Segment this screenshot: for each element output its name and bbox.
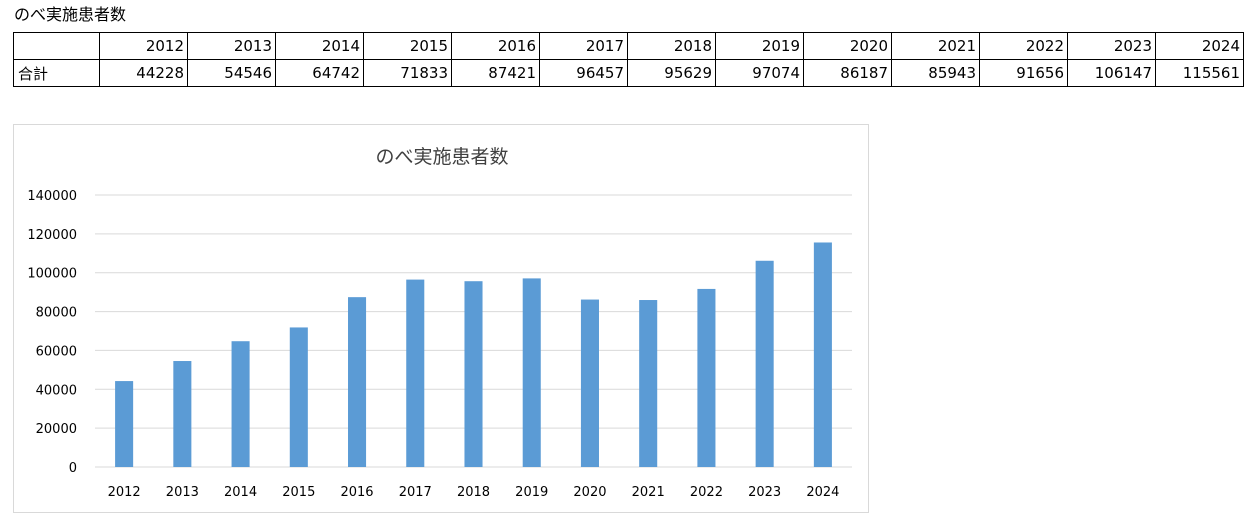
bar-2016[interactable] bbox=[348, 297, 367, 467]
y-tick-label: 120000 bbox=[27, 228, 77, 243]
x-tick-label: 2019 bbox=[515, 485, 548, 500]
x-tick-label: 2020 bbox=[573, 485, 606, 500]
table-year-header-2022[interactable]: 2022 bbox=[979, 32, 1068, 60]
table-total-cell-2018[interactable]: 95629 bbox=[627, 59, 716, 87]
table-year-header-2021[interactable]: 2021 bbox=[891, 32, 980, 60]
table-year-header-2016[interactable]: 2016 bbox=[451, 32, 540, 60]
table-year-header-2013[interactable]: 2013 bbox=[187, 32, 276, 60]
bars bbox=[115, 242, 832, 467]
table-header-row: 2012 2013 2014 2015 2016 2017 2018 2019 2020 2021… bbox=[13, 32, 1244, 60]
table-total-cell-2021[interactable]: 85943 bbox=[891, 59, 980, 87]
y-tick-label: 80000 bbox=[36, 306, 77, 321]
table-total-cell-2023[interactable]: 106147 bbox=[1067, 59, 1156, 87]
bar-2014[interactable] bbox=[231, 341, 250, 467]
table-year-header-2024[interactable]: 2024 bbox=[1155, 32, 1244, 60]
bar-2013[interactable] bbox=[173, 361, 192, 467]
table-year-header-2023[interactable]: 2023 bbox=[1067, 32, 1156, 60]
y-tick-label: 40000 bbox=[36, 383, 77, 398]
table-total-cell-2013[interactable]: 54546 bbox=[187, 59, 276, 87]
x-tick-label: 2021 bbox=[632, 485, 665, 500]
data-table: 2012 2013 2014 2015 2016 2017 2018 2019 2020 2021… bbox=[13, 32, 1244, 87]
bar-2012[interactable] bbox=[115, 381, 134, 467]
table-year-header-2017[interactable]: 2017 bbox=[539, 32, 628, 60]
table-corner-cell[interactable] bbox=[13, 32, 100, 60]
chart-title: のべ実施患者数 bbox=[375, 146, 508, 168]
table-total-cell-2024[interactable]: 115561 bbox=[1155, 59, 1244, 87]
table-total-cell-2012[interactable]: 44228 bbox=[99, 59, 188, 87]
x-tick-label: 2017 bbox=[399, 485, 432, 500]
table-year-header-2018[interactable]: 2018 bbox=[627, 32, 716, 60]
x-tick-label: 2024 bbox=[806, 485, 839, 500]
y-tick-label: 100000 bbox=[27, 267, 77, 282]
bar-2024[interactable] bbox=[813, 242, 832, 467]
y-tick-label: 0 bbox=[69, 461, 77, 476]
bar-2022[interactable] bbox=[697, 288, 716, 467]
table-total-cell-2014[interactable]: 64742 bbox=[275, 59, 364, 87]
x-tick-label: 2018 bbox=[457, 485, 490, 500]
table-year-header-2014[interactable]: 2014 bbox=[275, 32, 364, 60]
table-total-cell-2022[interactable]: 91656 bbox=[979, 59, 1068, 87]
chart-frame[interactable]: のべ実施患者数 0 20000 40000 60000 80000 100000 12000… bbox=[13, 124, 869, 513]
table-year-header-2019[interactable]: 2019 bbox=[715, 32, 804, 60]
table-row-label[interactable]: 合計 bbox=[13, 59, 100, 87]
bar-2019[interactable] bbox=[522, 278, 541, 467]
sheet-title: のべ実施患者数 bbox=[14, 5, 127, 24]
table-year-header-2012[interactable]: 2012 bbox=[99, 32, 188, 60]
bar-2018[interactable] bbox=[464, 281, 483, 467]
x-tick-label: 2012 bbox=[108, 485, 141, 500]
bar-2023[interactable] bbox=[755, 260, 774, 467]
x-tick-label: 2022 bbox=[690, 485, 723, 500]
bar-2015[interactable] bbox=[289, 327, 308, 467]
y-tick-label: 60000 bbox=[36, 344, 77, 359]
table-total-cell-2017[interactable]: 96457 bbox=[539, 59, 628, 87]
table-total-cell-2020[interactable]: 86187 bbox=[803, 59, 892, 87]
table-total-cell-2019[interactable]: 97074 bbox=[715, 59, 804, 87]
y-tick-label: 20000 bbox=[36, 422, 77, 437]
x-axis-ticks: 2012 2013 2014 2015 2016 2017 2018 2019 2020 2021… bbox=[108, 485, 840, 500]
bar-2017[interactable] bbox=[406, 279, 425, 467]
table-year-header-2015[interactable]: 2015 bbox=[363, 32, 452, 60]
x-tick-label: 2013 bbox=[166, 485, 199, 500]
y-tick-label: 140000 bbox=[27, 189, 77, 204]
table-total-row: 合計 44228 54546 64742 71833 87421 96457 95629 97… bbox=[13, 59, 1244, 87]
table-year-header-2020[interactable]: 2020 bbox=[803, 32, 892, 60]
table-total-cell-2016[interactable]: 87421 bbox=[451, 59, 540, 87]
x-tick-label: 2016 bbox=[340, 485, 373, 500]
bar-2021[interactable] bbox=[639, 300, 658, 467]
x-tick-label: 2015 bbox=[282, 485, 315, 500]
table-total-cell-2015[interactable]: 71833 bbox=[363, 59, 452, 87]
y-axis-ticks: 0 20000 40000 60000 80000 100000 120000 140000 bbox=[27, 189, 77, 476]
x-tick-label: 2014 bbox=[224, 485, 257, 500]
x-tick-label: 2023 bbox=[748, 485, 781, 500]
bar-chart: のべ実施患者数 0 20000 40000 60000 80000 100000 12000… bbox=[27, 146, 852, 500]
bar-2020[interactable] bbox=[580, 299, 599, 467]
